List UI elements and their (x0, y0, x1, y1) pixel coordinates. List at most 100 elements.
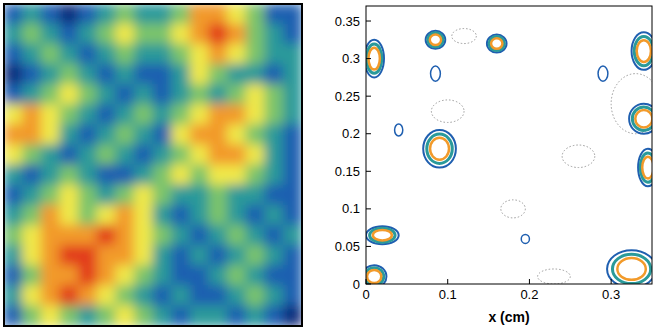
heatmap-cell (246, 104, 266, 125)
heatmap-cell (264, 245, 284, 266)
heatmap-cell (283, 104, 302, 125)
x-tick-label: 0 (362, 287, 369, 302)
heatmap-cell (22, 84, 42, 105)
heatmap-cell (78, 104, 98, 125)
heatmap-cell (4, 305, 23, 326)
heatmap-cell (153, 245, 173, 266)
contour-ring (367, 44, 382, 73)
heatmap-cell (190, 285, 210, 306)
heatmap-cell (208, 225, 228, 246)
heatmap-cell (208, 185, 228, 206)
heatmap-cell (264, 305, 284, 326)
heatmap-cell (4, 84, 23, 105)
heatmap-cell (4, 44, 23, 65)
heatmap-cell (41, 24, 61, 45)
contour-ring (426, 31, 446, 49)
contour-ring (634, 36, 652, 65)
heatmap-cell (171, 245, 191, 266)
heatmap-cell (171, 265, 191, 286)
heatmap-cell (264, 285, 284, 306)
heatmap-cell (97, 225, 117, 246)
heatmap-cell (97, 124, 117, 145)
contour-ring (366, 226, 399, 244)
heatmap-cell (115, 4, 135, 25)
x-tick (611, 279, 612, 284)
x-tick (366, 279, 367, 284)
heatmap-cell (22, 245, 42, 266)
heatmap-cell (97, 4, 117, 25)
contour-ring (489, 37, 504, 51)
heatmap-cell (134, 305, 154, 326)
heatmap-cell (22, 165, 42, 186)
contour-ring (632, 32, 652, 70)
heatmap-cell (59, 64, 79, 85)
heatmap-cell (246, 44, 266, 65)
heatmap-cell (41, 144, 61, 165)
heatmap-cell (97, 285, 117, 306)
heatmap-cell (22, 64, 42, 85)
heatmap-cell (4, 225, 23, 246)
heatmap-cell (190, 24, 210, 45)
heatmap-cell (134, 4, 154, 25)
heatmap-cell (227, 24, 247, 45)
x-tick-label: 0.2 (520, 287, 538, 302)
heatmap-cell (264, 84, 284, 105)
heatmap-cell (283, 84, 302, 105)
heatmap-cell (264, 4, 284, 25)
heatmap-cell (227, 64, 247, 85)
heatmap-cell (59, 225, 79, 246)
heatmap-cell (134, 144, 154, 165)
contour-ring (635, 110, 652, 127)
heatmap-cell (153, 84, 173, 105)
heatmap-cell (171, 44, 191, 65)
heatmap-cell (41, 245, 61, 266)
heatmap-cell (97, 64, 117, 85)
heatmap-cell (78, 4, 98, 25)
heatmap-cell (41, 265, 61, 286)
contour-ring (395, 124, 403, 136)
heatmap-cell (115, 165, 135, 186)
heatmap-cell (41, 44, 61, 65)
heatmap-cell (246, 225, 266, 246)
heatmap-cell (153, 265, 173, 286)
heatmap-cell (208, 64, 228, 85)
heatmap-cell (153, 44, 173, 65)
heatmap-cell (41, 124, 61, 145)
dotted-contour (611, 74, 652, 134)
heatmap-cell (171, 144, 191, 165)
heatmap-cell (22, 205, 42, 226)
heatmap-cell (227, 104, 247, 125)
heatmap-cell (97, 205, 117, 226)
y-tick (366, 246, 371, 247)
heatmap-cell (283, 265, 302, 286)
heatmap-cell (78, 205, 98, 226)
dotted-contour (562, 145, 595, 168)
heatmap-cell (59, 24, 79, 45)
heatmap-cell (97, 265, 117, 286)
heatmap-cell (190, 305, 210, 326)
y-tick (366, 133, 371, 134)
heatmap-cell (97, 165, 117, 186)
heatmap-cell (4, 4, 23, 25)
heatmap-cell (97, 245, 117, 266)
heatmap-cell (208, 245, 228, 266)
contour-ring (423, 130, 456, 168)
heatmap-cell (190, 265, 210, 286)
heatmap-cell (97, 44, 117, 65)
heatmap-cell (115, 84, 135, 105)
heatmap-cell (41, 165, 61, 186)
heatmap-cell (134, 104, 154, 125)
heatmap-cell (283, 44, 302, 65)
heatmap-cell (78, 64, 98, 85)
heatmap-cell (78, 84, 98, 105)
heatmap-cell (134, 124, 154, 145)
heatmap-cell (41, 104, 61, 125)
heatmap-cell (4, 144, 23, 165)
heatmap-cell (115, 104, 135, 125)
heatmap-cell (208, 84, 228, 105)
heatmap-cell (208, 24, 228, 45)
contour-ring (367, 270, 381, 283)
heatmap-cell (190, 104, 210, 125)
heatmap-cell (22, 44, 42, 65)
heatmap-cell (246, 124, 266, 145)
